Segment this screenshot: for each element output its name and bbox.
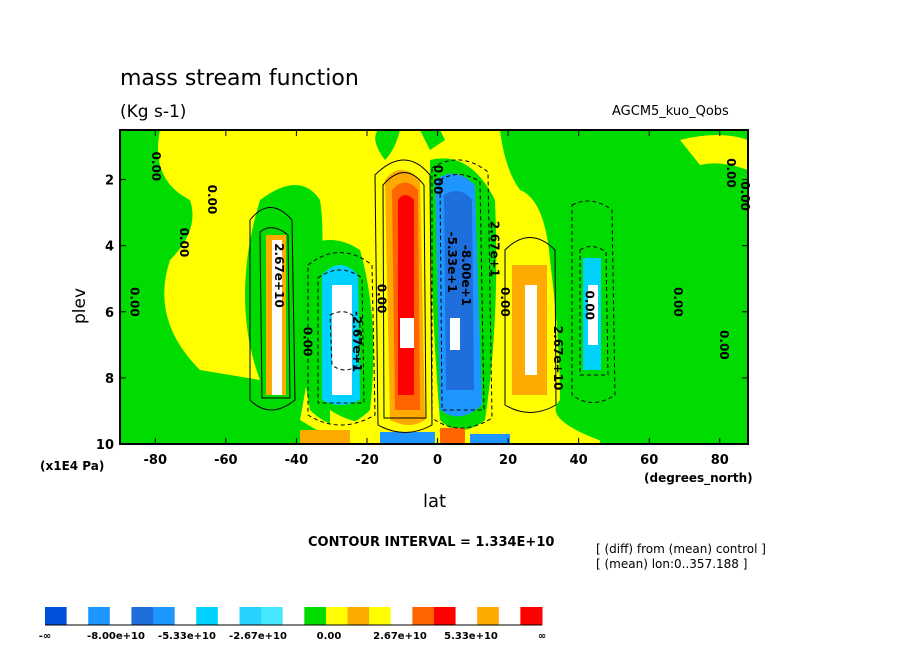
x-tick-label: -20	[355, 453, 379, 468]
contour-label: 0.00	[375, 284, 389, 314]
y-tick-label: 8	[105, 372, 114, 387]
contour-label: 0.00	[431, 165, 445, 195]
y-tick-label: 6	[105, 306, 114, 321]
colorbar-cell	[45, 607, 68, 625]
colorbar-cell	[196, 607, 219, 625]
chart-units: (Kg s-1)	[120, 102, 187, 122]
colorbar-cell	[325, 607, 349, 625]
colorbar-cell	[455, 607, 478, 625]
contour-label: 0.00	[300, 327, 314, 357]
contour-label: 0.00	[498, 287, 512, 317]
colorbar-cell	[369, 607, 392, 625]
y-axis-unit: (x1E4 Pa)	[40, 459, 105, 473]
x-tick-label: 20	[499, 453, 517, 468]
colorbar-label: -8.00e+10	[87, 631, 145, 642]
contour-label: 2.67e+10	[272, 243, 286, 308]
colorbar-cell	[174, 607, 197, 625]
diff-note: [ (diff) from (mean) control ]	[596, 542, 766, 556]
colorbar-cell	[390, 607, 413, 625]
colorbar-cell	[347, 607, 370, 625]
x-tick-label: 0	[433, 453, 442, 468]
colorbar-label: 5.33e+10	[444, 631, 498, 642]
colorbar-label: -∞	[39, 631, 51, 642]
contour-label: 2.67e+10	[551, 326, 565, 391]
x-tick-label: 40	[570, 453, 588, 468]
x-axis-label: lat	[423, 491, 447, 512]
plot-frame	[119, 129, 749, 445]
colorbar	[45, 607, 543, 626]
colorbar-label: ∞	[538, 631, 546, 642]
contour-label: -5.33e+1	[445, 232, 459, 293]
x-tick-label: -40	[285, 453, 309, 468]
x-tick-label: -80	[144, 453, 168, 468]
colorbar-cell	[131, 607, 154, 625]
contour-label: 0.00	[149, 152, 163, 182]
mean-note: [ (mean) lon:0..357.188 ]	[596, 557, 748, 571]
contour-interval: CONTOUR INTERVAL = 1.334E+10	[308, 535, 555, 550]
contour-label: 0.00	[583, 290, 597, 320]
colorbar-cell	[520, 607, 543, 625]
colorbar-label: -5.33e+10	[158, 631, 216, 642]
colorbar-cell	[477, 607, 500, 625]
contour-lines	[249, 159, 616, 433]
colorbar-cell	[88, 607, 111, 625]
chart-title: mass stream function	[120, 66, 359, 91]
x-tick-label: 60	[640, 453, 658, 468]
colorbar-cell	[498, 607, 521, 625]
y-tick-label: 10	[96, 438, 114, 453]
x-axis-unit: (degrees_north)	[644, 471, 753, 485]
x-tick-label: -60	[214, 453, 238, 468]
contour-label: 0.00	[724, 158, 738, 188]
contour-label: 0.00	[738, 181, 752, 211]
x-tick-label: 80	[711, 453, 729, 468]
contour-label: 0.00	[671, 287, 685, 317]
colorbar-cell	[282, 607, 305, 625]
colorbar-cell	[66, 607, 89, 625]
contour-label: 0.00	[128, 287, 142, 317]
colorbar-cell	[217, 607, 240, 625]
colorbar-cell	[412, 607, 435, 625]
colorbar-cell	[109, 607, 132, 625]
colorbar-label: 2.67e+10	[373, 631, 427, 642]
colorbar-cell	[304, 607, 327, 625]
colorbar-label: 0.00	[317, 631, 342, 642]
y-tick-label: 2	[105, 174, 114, 189]
colorbar-cell	[153, 607, 176, 625]
model-name: AGCM5_kuo_Qobs	[612, 104, 729, 119]
y-tick-label: 4	[105, 240, 114, 255]
colorbar-cell	[261, 607, 284, 625]
contour-label: -2.67e+1	[350, 311, 364, 372]
contour-label: 0.00	[205, 185, 219, 215]
contour-label: 0.00	[717, 330, 731, 360]
colorbar-label: -2.67e+10	[229, 631, 287, 642]
colorbar-cell	[239, 607, 262, 625]
contour-label: 0.00	[177, 228, 191, 258]
contour-label: -8.00e+1	[459, 245, 473, 306]
contour-label: 2.67e+1	[487, 221, 501, 277]
colorbar-cell	[433, 607, 457, 625]
